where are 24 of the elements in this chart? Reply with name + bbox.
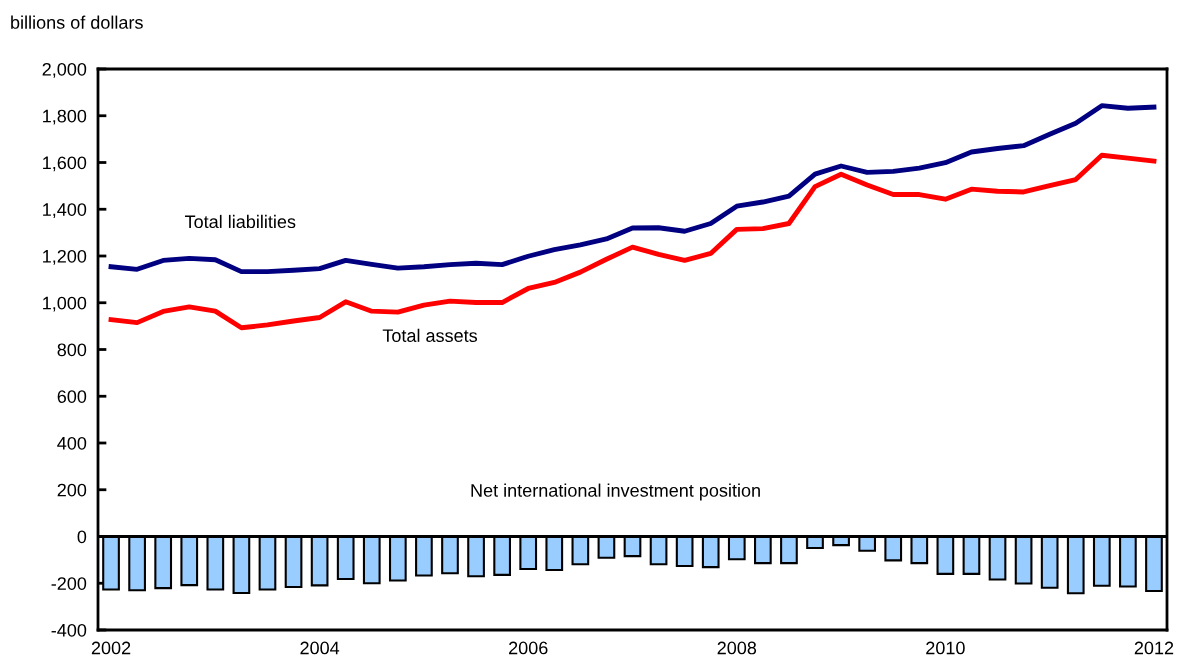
y-tick-label: 200 bbox=[57, 483, 87, 497]
y-tick-label: 1,800 bbox=[43, 109, 87, 125]
series-label: Net international investment position bbox=[471, 483, 760, 501]
line-series bbox=[108, 103, 1157, 275]
y-tick-label: -400 bbox=[51, 623, 87, 637]
series-label: Total assets bbox=[382, 328, 478, 342]
y-tick-label: 1,000 bbox=[43, 296, 87, 312]
x-tick-label: 2002 bbox=[91, 641, 131, 655]
x-tick-label: 2008 bbox=[717, 641, 757, 655]
x-tick-label: 2012 bbox=[1134, 641, 1174, 655]
y-tick-label: 2,000 bbox=[42, 62, 87, 78]
y-tick-label: 0 bbox=[77, 530, 87, 544]
x-tick-label: 2004 bbox=[300, 641, 340, 655]
y-tick-label: 1,200 bbox=[43, 249, 87, 265]
y-tick-label: 1,400 bbox=[43, 203, 87, 219]
y-tick-label: 800 bbox=[57, 343, 87, 357]
y-tick-label: -200 bbox=[51, 577, 87, 590]
y-tick-label: 1,600 bbox=[43, 156, 87, 172]
y-tick-label: 400 bbox=[57, 436, 87, 450]
series-label: Total liabilities bbox=[185, 214, 296, 229]
y-tick-label: 600 bbox=[57, 390, 87, 403]
y-axis-title: billions of dollars bbox=[11, 15, 143, 29]
x-tick-label: 2006 bbox=[509, 641, 548, 655]
x-tick-label: 2010 bbox=[926, 641, 965, 655]
